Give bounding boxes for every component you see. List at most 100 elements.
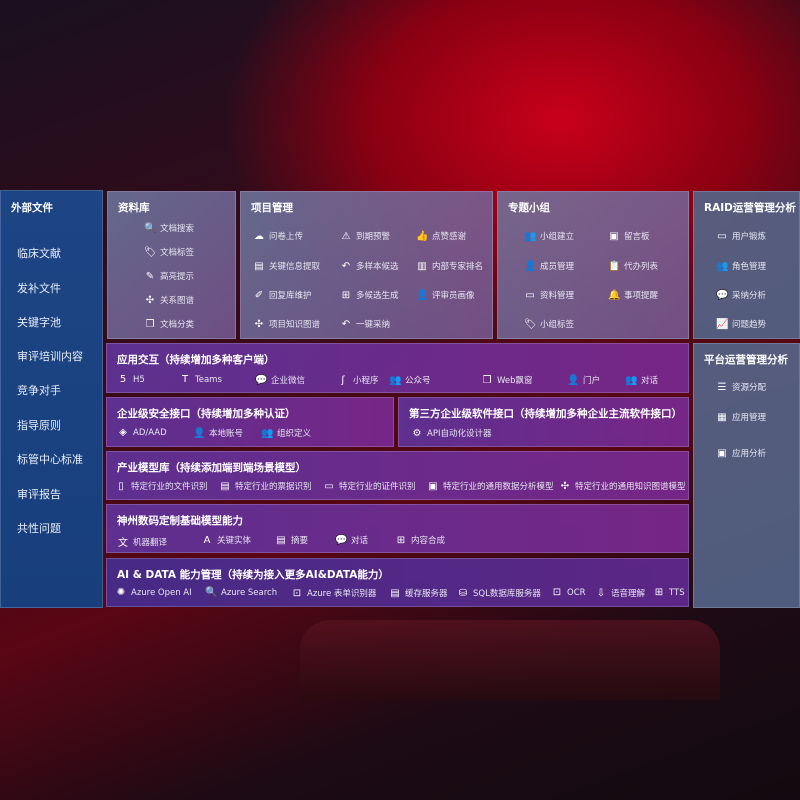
raid-item[interactable]: 💬 采纳分析 — [716, 289, 766, 302]
base-item[interactable]: 💬 对话 — [335, 534, 368, 547]
item-label: H5 — [133, 374, 145, 385]
project-item[interactable]: ✐ 回复库维护 — [253, 289, 312, 302]
base-item[interactable]: 文机器翻译 — [117, 534, 168, 550]
library-item[interactable]: ✎ 高亮提示 — [144, 270, 195, 283]
app-item[interactable]: 👤 门户 — [567, 374, 600, 387]
industry-item[interactable]: ▭ 特定行业的证件识别 — [323, 480, 415, 493]
ai-item[interactable]: ✺ Azure Open AI — [115, 587, 192, 598]
project-item[interactable]: ▤ 关键信息提取 — [253, 260, 321, 273]
app-item[interactable]: 👥 公众号 — [389, 374, 431, 387]
project-item[interactable]: 👤 评审员画像 — [416, 289, 475, 302]
library-item[interactable]: 🏷 文档标签 — [144, 246, 195, 259]
thumbs-up-icon: 👍 — [416, 230, 429, 242]
checklist-icon: ☰ — [717, 381, 727, 393]
raid-item[interactable]: 👥 角色管理 — [716, 260, 766, 273]
thirdparty-item[interactable]: ⚙ API自动化设计器 — [411, 427, 492, 440]
ai-item[interactable]: ⊞ TTS — [653, 587, 685, 598]
miniprogram-icon: ʃ — [341, 374, 345, 386]
library-item[interactable]: 🔍 文档搜索 — [144, 222, 194, 235]
raid-item[interactable]: ▭ 用户锻炼 — [716, 230, 766, 243]
project-item[interactable]: ☁ 问卷上传 — [253, 230, 303, 243]
apps-icon: ▦ — [717, 411, 727, 423]
sidebar-item[interactable]: 关键字池 — [17, 316, 61, 329]
project-item[interactable]: ⚠ 到期预警 — [340, 230, 391, 243]
item-label: 事项提醒 — [624, 291, 659, 301]
security-item[interactable]: 👥 组织定义 — [261, 427, 312, 440]
tts-icon: ⊞ — [654, 587, 664, 598]
security-title: 企业级安全接口（持续增加多种认证） — [117, 408, 296, 420]
raid-item[interactable]: 📈 问题趋势 — [716, 318, 766, 331]
app-item[interactable]: 5 H5 — [117, 374, 145, 385]
id-card-icon: ▭ — [324, 480, 334, 492]
group-item[interactable]: 👤 成员管理 — [524, 260, 574, 273]
users-icon: 👥 — [389, 374, 402, 386]
item-label: 关键信息提取 — [269, 262, 321, 272]
ai-item[interactable]: 🔍 Azure Search — [205, 587, 277, 598]
app-item[interactable]: T Teams — [179, 374, 222, 385]
project-item[interactable]: ↶ 多样本候选 — [340, 260, 399, 273]
window-icon: ❐ — [482, 374, 492, 386]
platform-item[interactable]: ▦ 应用管理 — [716, 411, 766, 424]
ai-item[interactable]: ⊡ OCR — [551, 587, 586, 598]
security-item[interactable]: 👤 本地账号 — [193, 427, 243, 440]
platform-item[interactable]: ☰ 资源分配 — [716, 381, 767, 394]
ai-item[interactable]: ⛁ SQL数据库服务器 — [457, 587, 541, 600]
item-label: 机器翻译 — [133, 537, 168, 548]
sidebar-item[interactable]: 审评报告 — [17, 488, 61, 501]
sidebar-item[interactable]: 指导原则 — [17, 419, 61, 432]
panel-group: 专题小组 👥 小组建立 ▣ 留言板 👤 成员管理 📋 代办列表 ▭ 资料管理 🔔 事项提醒 🏷 小组标签 — [497, 191, 689, 339]
item-label: 组织定义 — [277, 429, 312, 439]
base-item[interactable]: A 关键实体 — [201, 534, 251, 547]
ai-item[interactable]: ⇩ 语音理解 — [595, 587, 645, 600]
receipt-icon: ▤ — [220, 480, 230, 492]
panel-raid: RAID运营管理分析 ▭ 用户锻炼 👥 角色管理 💬 采纳分析 📈 问题趋势 — [693, 191, 800, 339]
puzzle-icon: ⊞ — [341, 289, 351, 301]
sidebar-item[interactable]: 审评培训内容 — [17, 350, 83, 363]
sidebar-item[interactable]: 竞争对手 — [17, 384, 61, 397]
item-label: API自动化设计器 — [427, 429, 492, 439]
app-item[interactable]: ❐ Web飘窗 — [481, 374, 533, 387]
group-item[interactable]: ▣ 留言板 — [608, 230, 649, 243]
item-label: Teams — [195, 374, 222, 385]
platform-title: 平台运营管理分析 — [704, 354, 788, 366]
panel-industry: 产业模型库（持续添加端到端场景模型） ▯ 特定行业的文件识别 ▤ 特定行业的票据识别 ▭ 特… — [106, 451, 689, 500]
item-label: TTS — [669, 587, 685, 598]
sidebar-item[interactable]: 发补文件 — [17, 282, 61, 295]
platform-item[interactable]: ▣ 应用分析 — [716, 447, 766, 460]
group-item[interactable]: 🔔 事项提醒 — [608, 289, 659, 302]
group-item[interactable]: 📋 代办列表 — [608, 260, 658, 273]
library-item[interactable]: ❐ 文档分类 — [144, 318, 195, 331]
security-item[interactable]: ◈ AD/AAD — [117, 427, 167, 438]
industry-item[interactable]: ▣ 特定行业的通用数据分析模型 — [427, 480, 553, 493]
speech-icon: ⇩ — [596, 587, 606, 599]
base-item[interactable]: ▤ 摘要 — [275, 534, 308, 547]
app-item[interactable]: ʃ 小程序 — [337, 374, 378, 387]
project-item[interactable]: ⊞ 多候选生成 — [340, 289, 399, 302]
project-item[interactable]: ↶ 一键采纳 — [340, 318, 390, 331]
sidebar-item[interactable]: 临床文献 — [17, 247, 61, 260]
project-item[interactable]: ✣ 项目知识图谱 — [253, 318, 320, 331]
app-item[interactable]: 💬 企业微信 — [255, 374, 305, 387]
project-item[interactable]: 👍 点赞感谢 — [416, 230, 466, 243]
sidebar-item[interactable]: 标管中心标准 — [17, 453, 83, 466]
base-item[interactable]: ⊞ 内容合成 — [395, 534, 445, 547]
item-label: 高亮提示 — [160, 272, 195, 282]
trend-icon: 📈 — [716, 318, 729, 330]
app-item[interactable]: 👥 对话 — [625, 374, 658, 387]
item-label: 资料管理 — [540, 291, 575, 301]
group-item[interactable]: ▭ 资料管理 — [524, 289, 575, 302]
form-icon: ⊡ — [292, 587, 302, 599]
project-item[interactable]: ▥ 内部专家排名 — [416, 260, 483, 273]
industry-item[interactable]: ▯ 特定行业的文件识别 — [115, 480, 207, 493]
group-item[interactable]: 🏷 小组标签 — [524, 318, 574, 331]
industry-item[interactable]: ▤ 特定行业的票据识别 — [219, 480, 311, 493]
ai-item[interactable]: ⊡ Azure 表单识别器 — [291, 587, 377, 600]
ai-item[interactable]: ▤ 缓存服务器 — [389, 587, 447, 600]
group-title: 专题小组 — [508, 202, 550, 214]
group-item[interactable]: 👥 小组建立 — [524, 230, 574, 243]
library-item[interactable]: ✣ 关系图谱 — [144, 294, 194, 307]
sidebar-item[interactable]: 共性问题 — [17, 522, 61, 535]
item-label: 文档标签 — [160, 248, 195, 258]
portal-icon: 👤 — [567, 374, 580, 386]
industry-item[interactable]: ✣ 特定行业的通用知识图谱模型 — [559, 480, 686, 493]
